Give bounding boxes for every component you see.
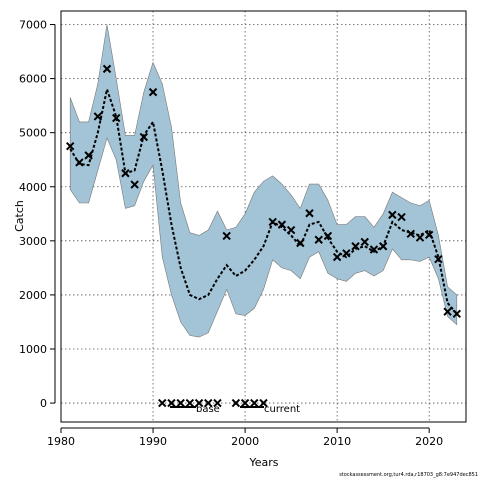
- footer-caption: stockassessment.org,tur4.rda,r18703_g8:7…: [339, 472, 478, 478]
- x-axis-title: Years: [248, 456, 278, 469]
- plot-frame: [60, 10, 467, 423]
- x-axis: 1980 1990 2000 2010 2020: [47, 427, 443, 448]
- legend-base-label: base: [196, 404, 220, 415]
- y-axis: 0 1000 2000 3000 4000 5000 6000 7000: [19, 19, 56, 410]
- zero-data-point: [240, 398, 250, 408]
- data-point: [93, 112, 103, 121]
- confidence-band: [69, 24, 458, 338]
- data-point: [296, 238, 305, 248]
- data-point: [277, 220, 287, 229]
- data-point: [406, 229, 415, 239]
- data-point: [424, 230, 434, 240]
- data-point: [397, 212, 406, 222]
- x-tick-label: 1990: [139, 435, 167, 448]
- data-point: [305, 209, 314, 218]
- y-tick-label: 4000: [19, 181, 47, 194]
- data-point: [323, 231, 333, 241]
- y-tick-label: 1000: [19, 343, 47, 356]
- zero-data-point: [231, 398, 241, 408]
- data-point: [351, 242, 360, 251]
- x-tick-label: 1980: [47, 435, 75, 448]
- data-point: [121, 169, 130, 178]
- data-point: [65, 141, 75, 151]
- zero-data-point: [176, 398, 185, 408]
- median-line: [69, 85, 458, 315]
- y-tick-label: 7000: [19, 19, 47, 32]
- x-tick-label: 2000: [231, 435, 259, 448]
- x-tick-label: 2010: [323, 435, 351, 448]
- data-point: [148, 87, 158, 97]
- zero-data-point: [204, 398, 213, 408]
- y-tick-label: 6000: [19, 73, 47, 86]
- y-axis-title: Catch: [13, 200, 26, 232]
- data-point: [84, 151, 93, 160]
- data-point: [415, 233, 425, 242]
- data-point: [342, 249, 351, 258]
- data-point: [268, 217, 277, 227]
- y-tick-label: 3000: [19, 235, 47, 248]
- zero-data-point: [250, 398, 259, 408]
- data-point: [369, 245, 379, 254]
- data-point: [360, 237, 369, 247]
- data-point: [139, 132, 149, 142]
- data-point: [314, 235, 323, 244]
- y-tick-label: 5000: [19, 127, 47, 140]
- data-point: [332, 252, 342, 262]
- y-tick-label: 0: [40, 397, 47, 410]
- data-point: [112, 113, 121, 123]
- legend-current-label: current: [264, 404, 300, 415]
- observed-points: [65, 64, 462, 319]
- data-point: [75, 158, 84, 167]
- data-point: [222, 231, 231, 241]
- x-tick-label: 2020: [415, 435, 443, 448]
- zero-data-point: [213, 398, 222, 408]
- data-point: [378, 242, 388, 251]
- data-point: [102, 64, 112, 74]
- zero-data-point: [158, 398, 167, 408]
- zero-data-point: [194, 398, 204, 408]
- zero-catch-points: [158, 398, 268, 408]
- data-point: [434, 255, 443, 264]
- y-tick-label: 2000: [19, 289, 47, 302]
- data-point: [443, 307, 452, 316]
- data-point: [452, 309, 462, 319]
- data-point: [388, 210, 397, 220]
- zero-data-point: [167, 398, 176, 408]
- legend: base current: [170, 404, 300, 415]
- data-point: [286, 225, 296, 235]
- zero-data-point: [259, 398, 268, 408]
- data-point: [130, 180, 139, 189]
- zero-data-point: [185, 398, 195, 408]
